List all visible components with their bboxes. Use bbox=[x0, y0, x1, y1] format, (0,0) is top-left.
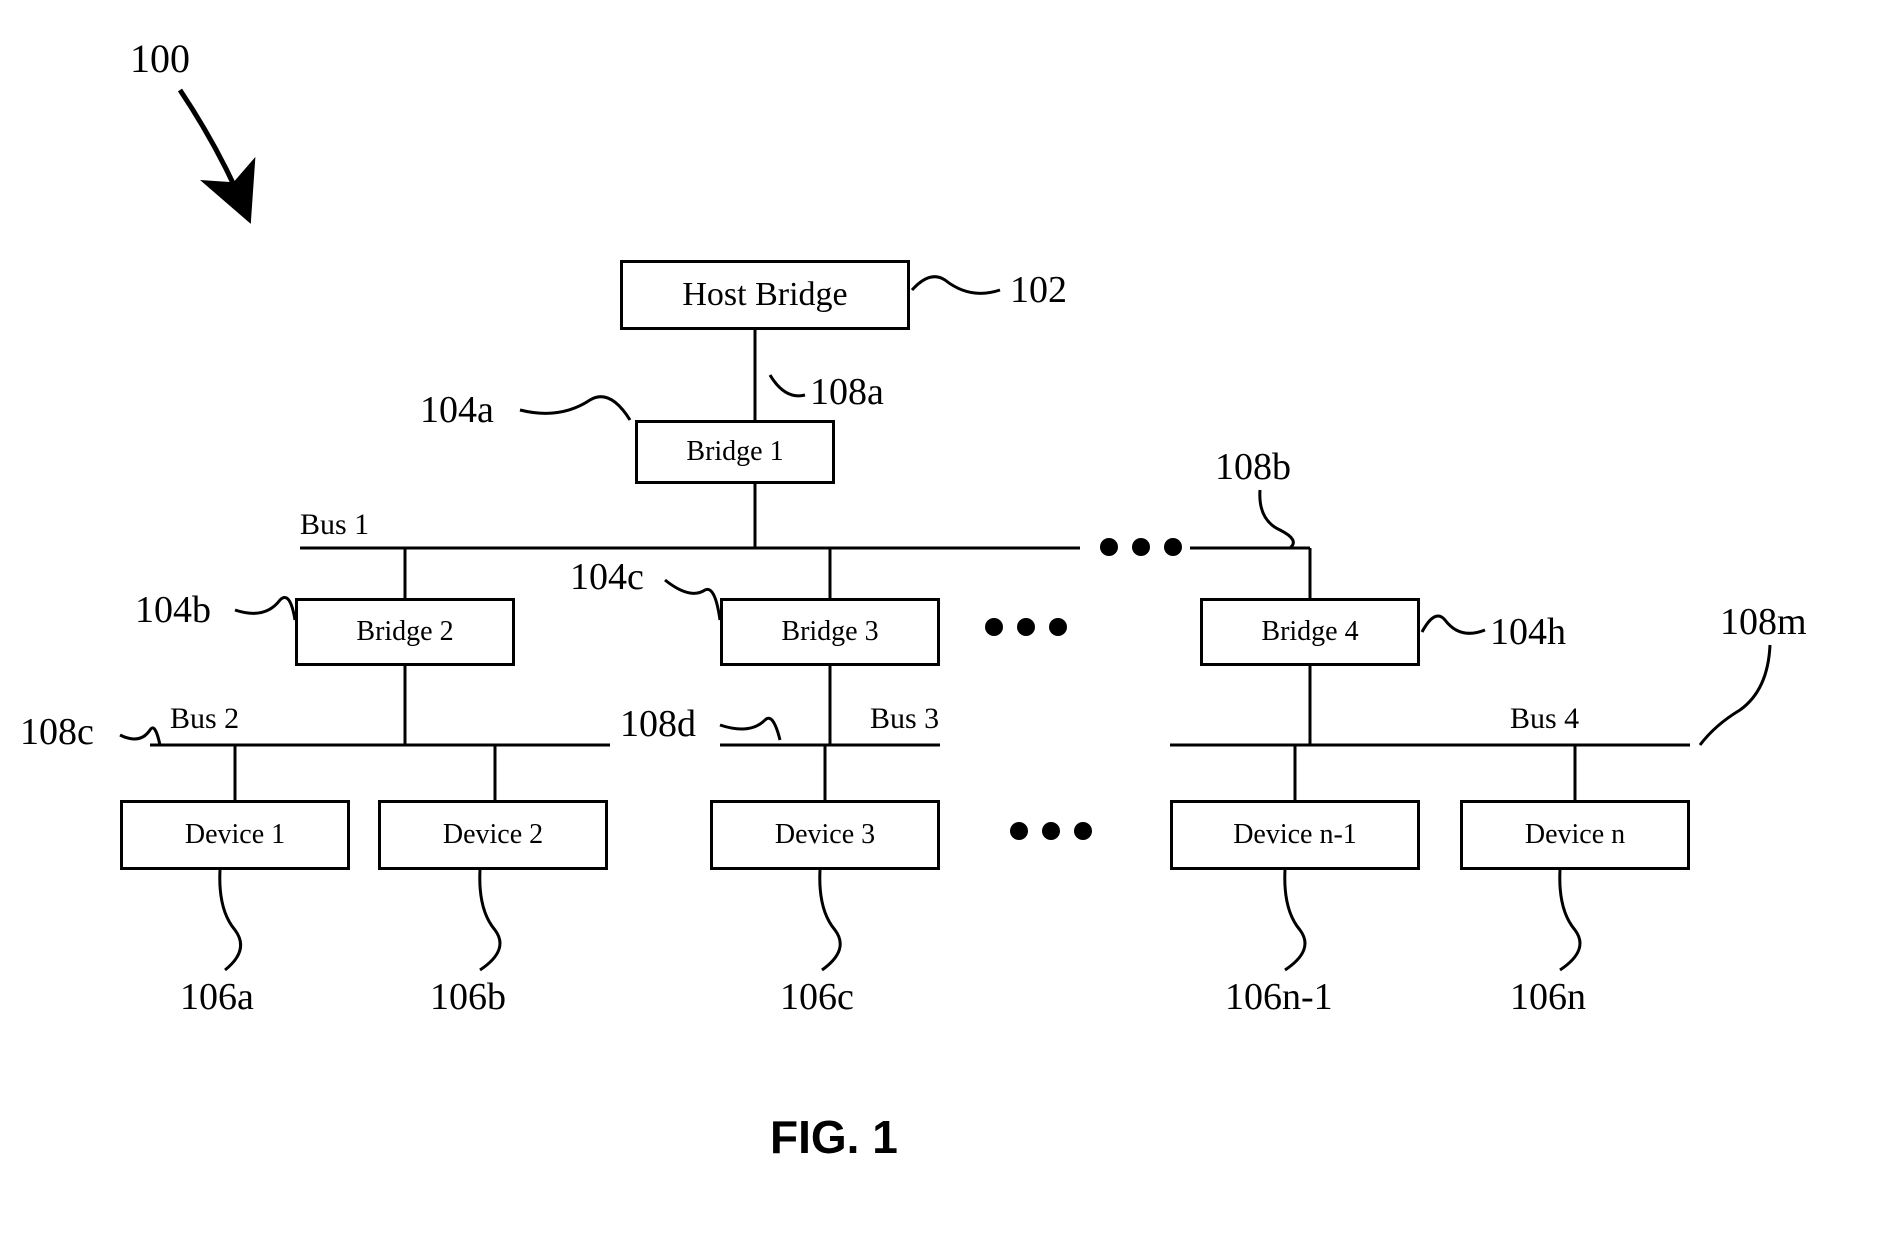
node-label: Bridge 4 bbox=[1261, 616, 1358, 648]
ref-108c: 108c bbox=[20, 710, 94, 754]
ref-108m: 108m bbox=[1720, 600, 1807, 644]
node-bridge-4: Bridge 4 bbox=[1200, 598, 1420, 666]
ref-104c: 104c bbox=[570, 555, 644, 599]
node-device-2: Device 2 bbox=[378, 800, 608, 870]
dot-icon bbox=[1010, 822, 1028, 840]
ellipsis-bus1 bbox=[1100, 538, 1182, 556]
ref-102: 102 bbox=[1010, 268, 1067, 312]
ref-106n1: 106n-1 bbox=[1225, 975, 1333, 1019]
bus-4-label: Bus 4 bbox=[1510, 702, 1579, 736]
ref-108a: 108a bbox=[810, 370, 884, 414]
dot-icon bbox=[1017, 618, 1035, 636]
ellipsis-devices bbox=[1010, 822, 1092, 840]
ref-100: 100 bbox=[130, 35, 190, 82]
ellipsis-bridges bbox=[985, 618, 1067, 636]
node-device-1: Device 1 bbox=[120, 800, 350, 870]
dot-icon bbox=[1132, 538, 1150, 556]
wiring-svg bbox=[0, 0, 1895, 1258]
bus-3-label: Bus 3 bbox=[870, 702, 939, 736]
dot-icon bbox=[1049, 618, 1067, 636]
node-label: Bridge 3 bbox=[781, 616, 878, 648]
ref-104b: 104b bbox=[135, 588, 211, 632]
dot-icon bbox=[985, 618, 1003, 636]
dot-icon bbox=[1042, 822, 1060, 840]
node-label: Bridge 2 bbox=[356, 616, 453, 648]
node-label: Device 2 bbox=[443, 819, 543, 851]
node-label: Device n bbox=[1525, 819, 1625, 851]
node-label: Host Bridge bbox=[682, 276, 847, 314]
ref-106a: 106a bbox=[180, 975, 254, 1019]
node-device-3: Device 3 bbox=[710, 800, 940, 870]
node-host-bridge: Host Bridge bbox=[620, 260, 910, 330]
node-label: Device 1 bbox=[185, 819, 285, 851]
node-label: Bridge 1 bbox=[686, 436, 783, 468]
dot-icon bbox=[1164, 538, 1182, 556]
node-bridge-3: Bridge 3 bbox=[720, 598, 940, 666]
ref-106n: 106n bbox=[1510, 975, 1586, 1019]
node-label: Device n-1 bbox=[1233, 819, 1357, 851]
node-device-n: Device n bbox=[1460, 800, 1690, 870]
diagram-stage: Host Bridge Bridge 1 Bridge 2 Bridge 3 B… bbox=[0, 0, 1895, 1258]
node-label: Device 3 bbox=[775, 819, 875, 851]
node-bridge-1: Bridge 1 bbox=[635, 420, 835, 484]
ref-108b: 108b bbox=[1215, 445, 1291, 489]
ref-104h: 104h bbox=[1490, 610, 1566, 654]
dot-icon bbox=[1100, 538, 1118, 556]
dot-icon bbox=[1074, 822, 1092, 840]
bus-1-label: Bus 1 bbox=[300, 508, 369, 542]
node-device-n-1: Device n-1 bbox=[1170, 800, 1420, 870]
node-bridge-2: Bridge 2 bbox=[295, 598, 515, 666]
ref-108d: 108d bbox=[620, 702, 696, 746]
ref-104a: 104a bbox=[420, 388, 494, 432]
bus-2-label: Bus 2 bbox=[170, 702, 239, 736]
ref-106c: 106c bbox=[780, 975, 854, 1019]
ref-106b: 106b bbox=[430, 975, 506, 1019]
figure-caption: FIG. 1 bbox=[770, 1110, 898, 1164]
